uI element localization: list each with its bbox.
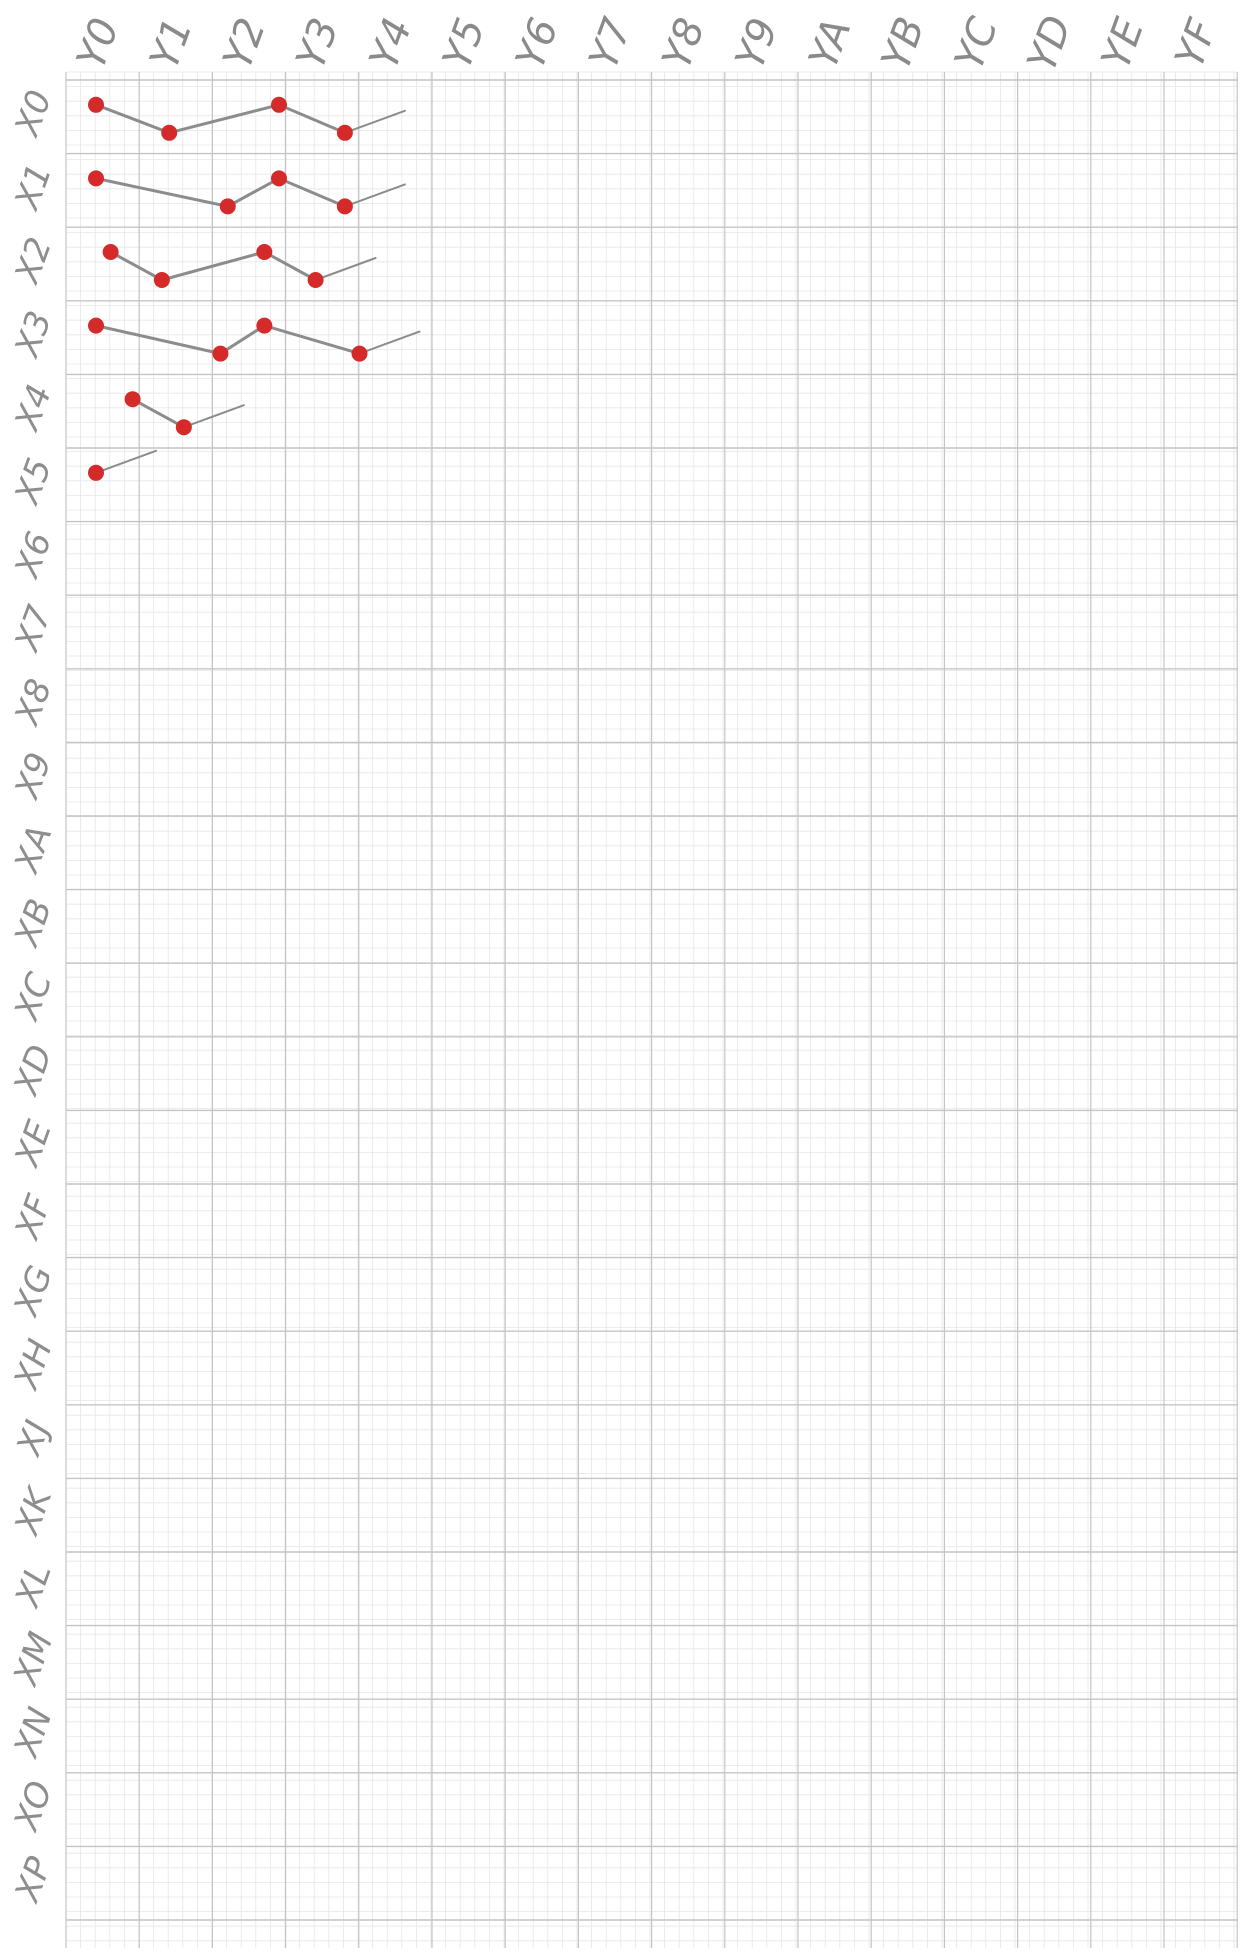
path-dot <box>336 124 353 141</box>
row-label: XB <box>6 894 60 953</box>
column-label: Y1 <box>141 12 201 75</box>
path-dot <box>219 198 236 215</box>
path-dot <box>175 419 192 436</box>
column-label: Y4 <box>361 12 421 75</box>
path-dot <box>102 244 119 260</box>
row-label: X2 <box>7 232 61 290</box>
row-label: XG <box>6 1260 61 1322</box>
row-label: X3 <box>7 306 61 364</box>
path-dot <box>256 317 273 334</box>
path-stroke <box>109 250 318 282</box>
traced-paths <box>88 96 421 481</box>
path-stroke <box>94 176 347 208</box>
path-dot <box>307 272 324 288</box>
traced-path <box>124 391 245 436</box>
row-label: X0 <box>7 85 61 143</box>
row-label: XF <box>7 1190 60 1246</box>
path-tail <box>343 109 406 134</box>
traced-path <box>88 449 157 481</box>
path-dot <box>88 96 104 113</box>
row-labels: X0 X1 X2 X3 X4 X5 X6 X7 X8 X9 XA XB XC XD XE XF XG XH XJ XK… <box>5 85 61 1909</box>
column-label: Y6 <box>507 12 567 75</box>
path-tail <box>95 449 157 474</box>
path-dot <box>153 272 170 288</box>
row-label: XN <box>6 1702 61 1763</box>
path-dot <box>212 345 229 362</box>
column-label: YE <box>1093 12 1153 75</box>
path-dot <box>88 170 104 187</box>
row-label: XC <box>6 967 60 1026</box>
row-label: XH <box>6 1334 61 1395</box>
column-labels: Y0 Y1 Y2 Y3 Y4 Y5 Y6 Y7 Y8 Y9 YA YB YC YD YE YF <box>68 10 1226 78</box>
column-label: Y0 <box>68 12 128 75</box>
column-label: YA <box>800 13 860 74</box>
traced-path <box>88 317 421 362</box>
path-dot <box>161 124 178 141</box>
column-label: YC <box>946 11 1007 75</box>
row-label: X9 <box>7 747 61 805</box>
traced-path <box>88 96 406 141</box>
path-dot <box>336 198 353 215</box>
traced-path <box>88 170 406 215</box>
row-label: XE <box>7 1115 61 1173</box>
row-label: XL <box>7 1558 60 1613</box>
row-label: X7 <box>7 600 61 658</box>
row-label: X4 <box>7 379 61 437</box>
path-stroke <box>94 103 347 135</box>
row-label: XD <box>6 1040 61 1102</box>
row-label: XK <box>6 1481 61 1542</box>
column-label: YD <box>1019 10 1081 78</box>
column-label: Y3 <box>288 12 348 75</box>
path-tail <box>358 330 421 355</box>
path-dot <box>271 96 287 113</box>
path-dot <box>271 170 287 187</box>
path-dot <box>88 317 104 334</box>
major-grid-lines <box>65 72 1238 1948</box>
traced-path <box>102 244 377 288</box>
row-label: X6 <box>7 527 61 585</box>
path-tail <box>343 183 406 208</box>
row-label: XM <box>5 1627 61 1692</box>
row-label: X1 <box>7 159 61 217</box>
path-dot <box>88 464 104 481</box>
column-label: YB <box>873 11 934 75</box>
column-label: Y5 <box>434 12 494 75</box>
row-label: XJ <box>8 1415 58 1462</box>
path-stroke <box>131 397 186 429</box>
column-label: Y7 <box>581 12 641 75</box>
path-dot <box>351 345 368 362</box>
path-dot <box>124 391 141 408</box>
row-label: X8 <box>7 674 61 732</box>
column-label: Y2 <box>215 12 275 75</box>
path-tail <box>182 404 245 429</box>
row-label: XP <box>7 1852 60 1909</box>
column-label: Y8 <box>654 12 714 75</box>
column-label: Y9 <box>727 12 787 75</box>
row-label: XA <box>6 820 60 879</box>
path-dot <box>256 244 273 260</box>
column-label: YF <box>1167 12 1227 73</box>
row-label: X5 <box>7 453 61 511</box>
row-label: XO <box>6 1776 61 1837</box>
path-stroke <box>94 323 362 356</box>
path-tail <box>314 257 377 281</box>
